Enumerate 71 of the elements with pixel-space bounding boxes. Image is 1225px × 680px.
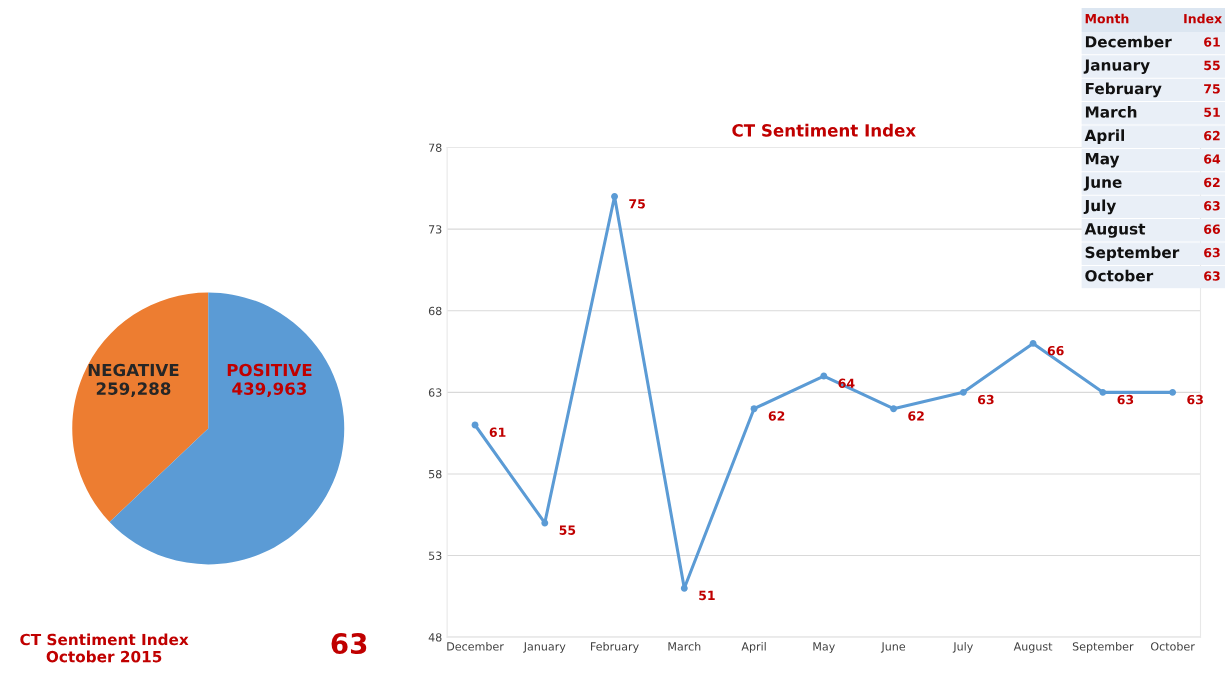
data-label: 61 bbox=[1204, 37, 1220, 47]
point bbox=[1029, 339, 1037, 347]
point bbox=[890, 405, 898, 413]
data-label: 439,963 bbox=[232, 382, 307, 398]
category-label: October bbox=[1085, 269, 1154, 282]
y-tick-label: 78 bbox=[429, 143, 442, 152]
data-label: 66 bbox=[1204, 224, 1221, 234]
point bbox=[611, 193, 619, 200]
data-label: 75 bbox=[629, 199, 645, 209]
data-label: 75 bbox=[1204, 84, 1220, 94]
text: CT Sentiment Index October 2015 bbox=[20, 633, 189, 663]
category-label: March bbox=[1085, 105, 1137, 118]
y-tick-label: 48 bbox=[428, 633, 442, 642]
category-label: December bbox=[1085, 35, 1172, 48]
y-tick-label: 68 bbox=[428, 306, 442, 316]
x-tick-label: May bbox=[813, 642, 835, 653]
point bbox=[1169, 388, 1177, 396]
data-label: 55 bbox=[559, 525, 576, 535]
category-label: May bbox=[1085, 153, 1120, 168]
x-tick-label: March bbox=[668, 642, 701, 651]
point bbox=[959, 388, 967, 396]
data-label: 66 bbox=[1047, 345, 1064, 356]
data-label: 63 bbox=[1204, 201, 1220, 211]
text: Index bbox=[1184, 13, 1222, 24]
x-tick-label: December bbox=[447, 642, 504, 651]
x-tick-label: January bbox=[523, 642, 566, 653]
category-label: April bbox=[1084, 129, 1125, 145]
data-label: 63 bbox=[977, 394, 994, 405]
data-label: 64 bbox=[1204, 154, 1221, 164]
chart-title: CT Sentiment Index bbox=[732, 123, 916, 137]
x-tick-label: September bbox=[1072, 642, 1134, 653]
x-tick-label: July bbox=[952, 642, 973, 653]
y-tick-label: 73 bbox=[429, 225, 442, 234]
y-tick-label: 58 bbox=[428, 469, 442, 479]
data-label: 62 bbox=[1204, 177, 1220, 188]
x-tick-label: October bbox=[1150, 642, 1195, 651]
category-label: July bbox=[1083, 199, 1117, 215]
category-label: August bbox=[1084, 223, 1146, 238]
data-label: 62 bbox=[908, 411, 924, 421]
data-label: 51 bbox=[699, 590, 715, 601]
data-label: 62 bbox=[768, 411, 785, 421]
point bbox=[750, 405, 758, 413]
data-label: 64 bbox=[838, 378, 855, 388]
data-label: 63 bbox=[1187, 394, 1203, 405]
x-tick-label: August bbox=[1013, 642, 1053, 653]
category-label: February bbox=[1085, 82, 1162, 98]
category-label: June bbox=[1083, 176, 1122, 191]
data-label: 62 bbox=[1204, 130, 1220, 141]
slice-label: NEGATIVE bbox=[88, 363, 179, 377]
x-tick-label: February bbox=[591, 642, 639, 653]
slice-label: POSITIVE bbox=[227, 363, 312, 377]
point bbox=[541, 519, 549, 527]
data-label: 63 bbox=[1204, 247, 1220, 258]
category-label: January bbox=[1083, 59, 1150, 74]
point bbox=[680, 584, 688, 592]
pie-slice bbox=[72, 292, 209, 522]
data-label: 55 bbox=[1204, 60, 1220, 71]
y-tick-label: 53 bbox=[428, 551, 442, 560]
point bbox=[1099, 388, 1107, 396]
point bbox=[820, 372, 828, 380]
x-tick-label: June bbox=[880, 642, 906, 653]
x-tick-label: April bbox=[741, 642, 766, 653]
data-label: 51 bbox=[1204, 107, 1220, 117]
text: 63 bbox=[331, 633, 367, 655]
data-label: 259,288 bbox=[96, 382, 171, 398]
data-label: 61 bbox=[489, 427, 506, 437]
data-label: 63 bbox=[1204, 271, 1220, 281]
category-label: September bbox=[1085, 246, 1180, 262]
data-label: 63 bbox=[1117, 394, 1134, 405]
text: Month bbox=[1085, 13, 1129, 24]
y-tick-label: 63 bbox=[428, 388, 442, 397]
